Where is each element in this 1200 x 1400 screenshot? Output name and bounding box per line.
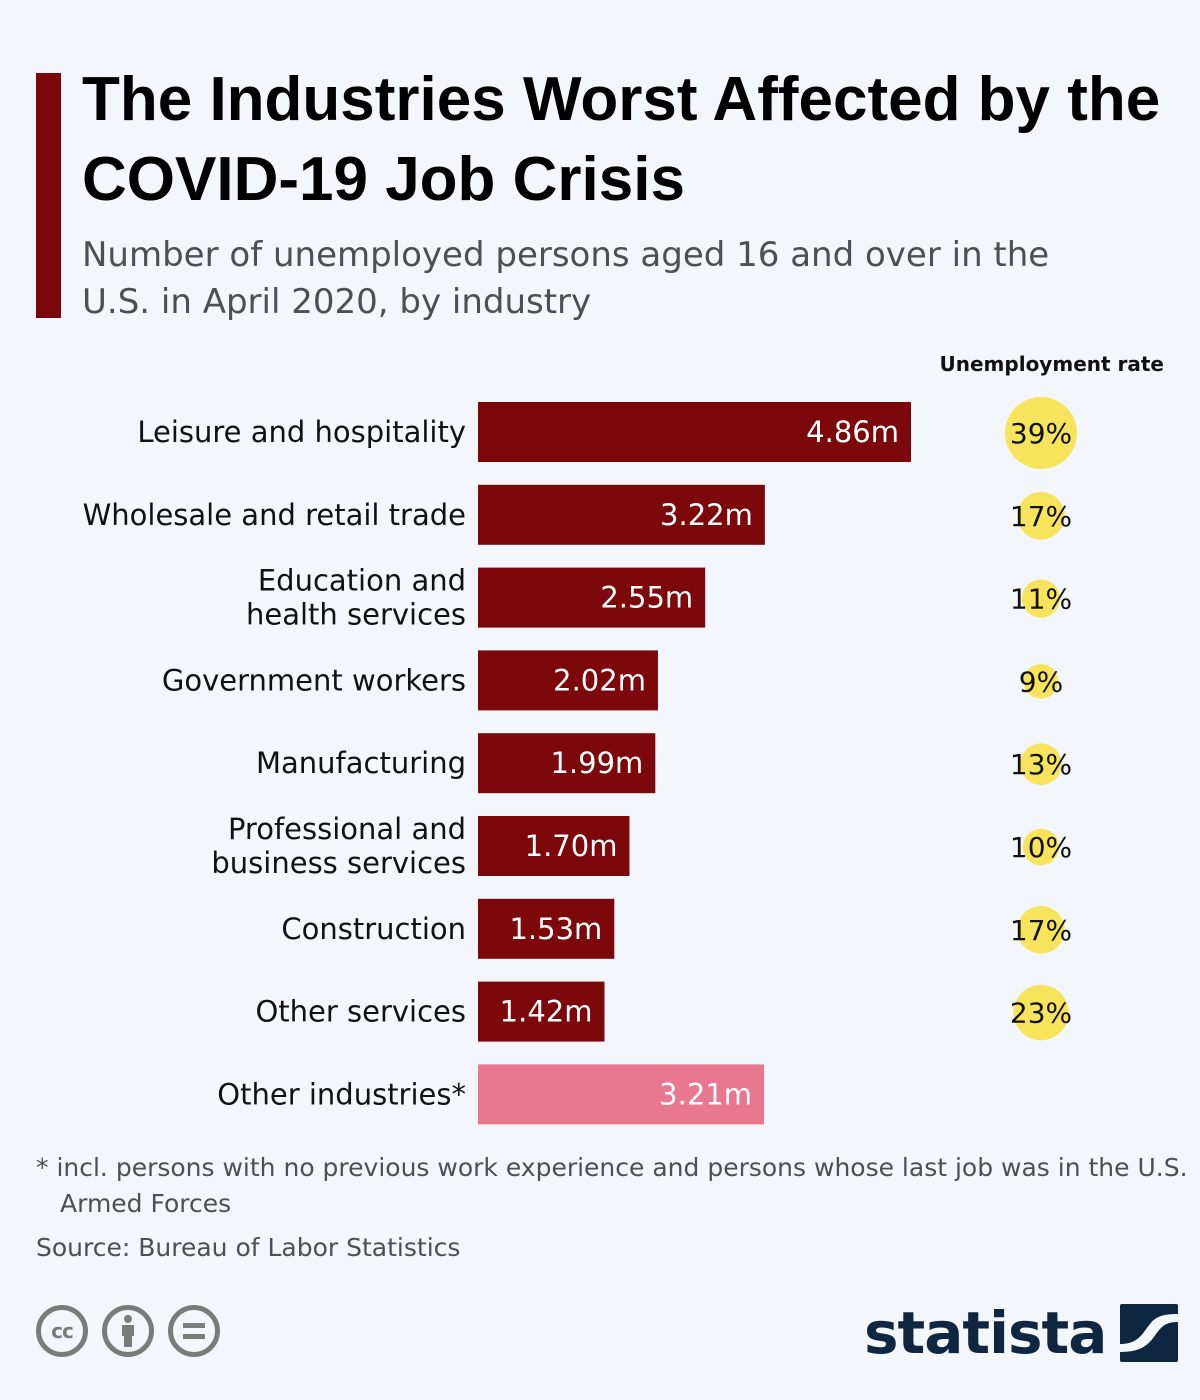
value-label: 3.21m (659, 1077, 752, 1111)
category-label: Government workers (162, 663, 466, 697)
bar-row: Construction 1.53m 17% (281, 898, 1072, 959)
category-label: Other industries* (217, 1077, 466, 1111)
cc-icon-label: cc (51, 1319, 74, 1343)
rate-bubble (1013, 984, 1069, 1041)
bar (478, 898, 615, 959)
category-label: Wholesale and retail trade (83, 498, 466, 532)
category-label: Manufacturing (256, 746, 466, 780)
category-label: Education and health services (246, 564, 466, 632)
chart-subtitle: Number of unemployed persons aged 16 and… (82, 235, 1050, 322)
category-label: Other services (255, 995, 466, 1029)
source-note: Source: Bureau of Labor Statistics (36, 1233, 461, 1262)
bar-row: Government workers 2.02m 9% (162, 650, 1063, 711)
rate-label: 17% (1010, 500, 1072, 533)
rate-bubble (1020, 743, 1062, 785)
value-label: 1.70m (525, 829, 618, 863)
rate-label: 13% (1010, 748, 1072, 781)
value-label: 2.55m (600, 581, 693, 615)
bar-row: Wholesale and retail trade 3.22m 17% (83, 484, 1072, 545)
value-label: 4.86m (806, 415, 899, 449)
bar (478, 1064, 764, 1125)
bar-row: Professional and business services 1.70m 10… (211, 812, 1072, 880)
bar (478, 650, 658, 711)
bar (478, 484, 765, 545)
bar (478, 402, 911, 462)
bar-row: Manufacturing 1.99m 13% (256, 733, 1072, 794)
value-label: 3.22m (660, 498, 753, 532)
value-label: 2.02m (553, 663, 646, 697)
rate-column-header: Unemployment rate (939, 352, 1164, 376)
bar (478, 981, 605, 1042)
rate-bubble (1005, 397, 1077, 469)
bar-row: Other industries* 3.21m (217, 1064, 764, 1125)
category-label: Leisure and hospitality (137, 415, 466, 449)
bar-row: Education and health services 2.55m 11% (246, 564, 1072, 632)
equals-icon (183, 1323, 205, 1339)
bar-row: Other services 1.42m 23% (255, 981, 1072, 1042)
statista-logo[interactable]: statista (864, 1298, 1179, 1368)
category-label: Professional and business services (211, 812, 466, 880)
license-icons: cc (36, 1305, 220, 1357)
rate-bubble (1017, 492, 1065, 540)
rate-label: 23% (1010, 997, 1072, 1030)
bar (478, 567, 706, 628)
statista-logo-mark-icon (1120, 1304, 1179, 1362)
rate-label: 11% (1010, 583, 1072, 616)
value-label: 1.53m (509, 912, 602, 946)
rate-label: 10% (1010, 831, 1072, 864)
person-icon (122, 1315, 134, 1347)
title-accent-bar (36, 73, 61, 318)
rate-label: 39% (1010, 417, 1072, 450)
no-derivatives-icon[interactable] (168, 1305, 220, 1357)
footnote: * incl. persons with no previous work ex… (36, 1153, 1188, 1218)
rate-label: 9% (1019, 665, 1063, 698)
rate-label: 17% (1010, 914, 1072, 947)
chart-title: The Industries Worst Affected by the COV… (82, 65, 1161, 214)
rate-bubble (1017, 906, 1065, 954)
logo-text: statista (864, 1299, 1107, 1367)
by-attribution-icon[interactable] (102, 1305, 154, 1357)
category-label: Construction (281, 912, 466, 946)
bar-row: Leisure and hospitality 4.86m 39% (137, 397, 1077, 469)
rate-bubble (1021, 579, 1061, 618)
value-label: 1.42m (500, 995, 593, 1029)
cc-icon[interactable]: cc (36, 1305, 88, 1357)
rate-bubble (1022, 828, 1060, 866)
bar (478, 816, 630, 876)
rate-bubble (1023, 664, 1059, 699)
bar (478, 733, 656, 794)
value-label: 1.99m (550, 746, 643, 780)
